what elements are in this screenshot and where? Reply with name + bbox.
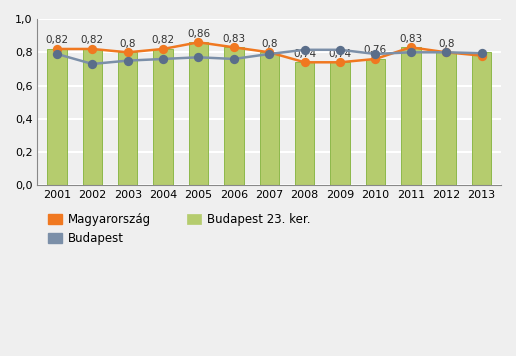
Point — [195, 54, 203, 60]
Bar — [189, 42, 208, 185]
Bar — [153, 49, 173, 185]
Point — [300, 59, 309, 65]
Text: 0,83: 0,83 — [399, 33, 422, 44]
Text: 0,74: 0,74 — [329, 49, 351, 59]
Text: 0,8: 0,8 — [261, 39, 278, 49]
Bar — [366, 59, 385, 185]
Text: 0,8: 0,8 — [120, 39, 136, 49]
Legend: Magyarország, Budapest, Budapest 23. ker.: Magyarország, Budapest, Budapest 23. ker… — [43, 208, 315, 250]
Point — [477, 50, 486, 56]
Point — [230, 44, 238, 50]
Text: 0,83: 0,83 — [222, 33, 246, 44]
Point — [372, 51, 380, 57]
Bar — [401, 47, 421, 185]
Point — [265, 49, 273, 55]
Text: 0,82: 0,82 — [152, 35, 174, 45]
Bar — [437, 52, 456, 185]
Point — [477, 53, 486, 58]
Bar — [83, 49, 102, 185]
Point — [300, 47, 309, 53]
Point — [88, 61, 96, 67]
Bar — [47, 49, 67, 185]
Point — [336, 47, 344, 53]
Point — [124, 58, 132, 63]
Point — [159, 46, 167, 52]
Point — [88, 46, 96, 52]
Point — [159, 56, 167, 62]
Point — [195, 40, 203, 45]
Point — [336, 59, 344, 65]
Point — [372, 56, 380, 62]
Point — [407, 44, 415, 50]
Point — [53, 51, 61, 57]
Point — [442, 49, 450, 55]
Text: 0,82: 0,82 — [81, 35, 104, 45]
Text: 0,8: 0,8 — [438, 39, 455, 49]
Bar — [472, 52, 491, 185]
Bar — [260, 52, 279, 185]
Point — [53, 46, 61, 52]
Text: 0,76: 0,76 — [364, 45, 387, 55]
Bar — [224, 47, 244, 185]
Bar — [330, 62, 350, 185]
Text: 0,82: 0,82 — [45, 35, 69, 45]
Point — [442, 49, 450, 55]
Point — [265, 51, 273, 57]
Text: 0,86: 0,86 — [187, 28, 210, 39]
Bar — [295, 62, 314, 185]
Point — [407, 49, 415, 55]
Point — [124, 49, 132, 55]
Text: 0,74: 0,74 — [293, 49, 316, 59]
Bar — [118, 52, 137, 185]
Point — [230, 56, 238, 62]
